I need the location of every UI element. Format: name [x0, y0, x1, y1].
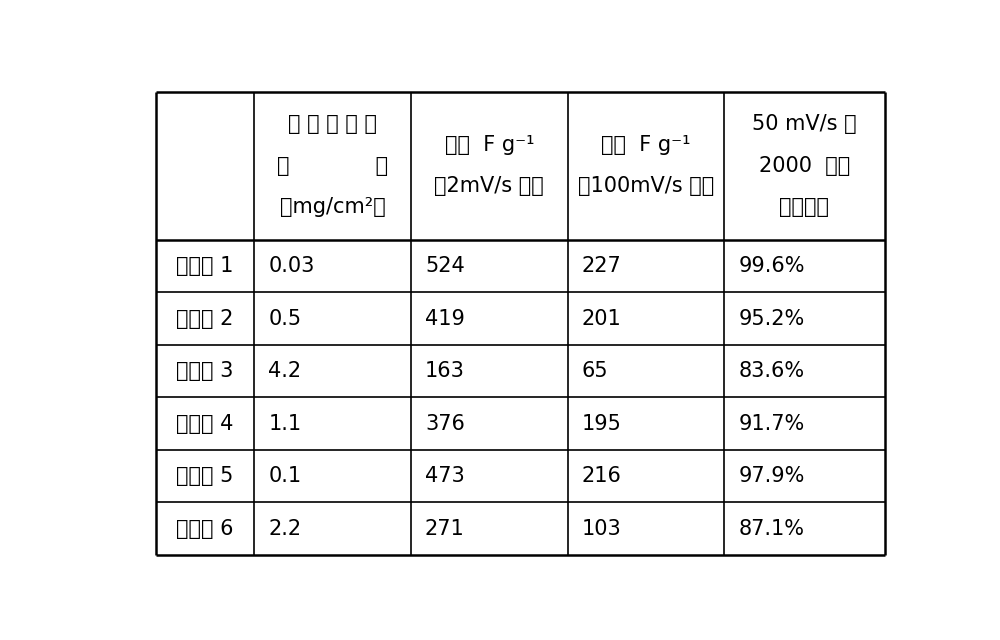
- Text: 载             量: 载 量: [277, 156, 388, 176]
- Text: 50 mV/s 下: 50 mV/s 下: [752, 114, 857, 134]
- Text: 实施例 2: 实施例 2: [176, 308, 234, 328]
- Text: 65: 65: [582, 361, 608, 381]
- Text: 419: 419: [425, 308, 465, 328]
- Text: 201: 201: [582, 308, 621, 328]
- Text: 0.5: 0.5: [268, 308, 301, 328]
- Text: 2.2: 2.2: [268, 518, 301, 539]
- Text: 97.9%: 97.9%: [738, 466, 805, 486]
- Text: （mg/cm²）: （mg/cm²）: [280, 197, 386, 217]
- Text: 91.7%: 91.7%: [738, 413, 804, 433]
- Text: 95.2%: 95.2%: [738, 308, 804, 328]
- Text: 376: 376: [425, 413, 465, 433]
- Text: 0.1: 0.1: [268, 466, 301, 486]
- Text: 195: 195: [582, 413, 621, 433]
- Text: 99.6%: 99.6%: [738, 256, 805, 276]
- Text: 实施例 4: 实施例 4: [176, 413, 234, 433]
- Text: 163: 163: [425, 361, 465, 381]
- Text: 实施例 1: 实施例 1: [176, 256, 234, 276]
- Text: 量保持率: 量保持率: [779, 197, 829, 217]
- Text: 实施例 6: 实施例 6: [176, 518, 234, 539]
- Text: 473: 473: [425, 466, 465, 486]
- Text: （2mV/s 下）: （2mV/s 下）: [434, 177, 544, 196]
- Text: 271: 271: [425, 518, 465, 539]
- Text: 87.1%: 87.1%: [738, 518, 804, 539]
- Text: 实施例 3: 实施例 3: [176, 361, 234, 381]
- Text: 容量  F g⁻¹: 容量 F g⁻¹: [601, 135, 691, 155]
- Text: 2000  圈容: 2000 圈容: [759, 156, 850, 176]
- Text: 二 氧 化 锰 负: 二 氧 化 锰 负: [288, 114, 377, 134]
- Text: 1.1: 1.1: [268, 413, 301, 433]
- Text: 227: 227: [582, 256, 621, 276]
- Text: 524: 524: [425, 256, 465, 276]
- Text: 83.6%: 83.6%: [738, 361, 804, 381]
- Text: （100mV/s 下）: （100mV/s 下）: [578, 177, 714, 196]
- Text: 216: 216: [582, 466, 621, 486]
- Text: 0.03: 0.03: [268, 256, 315, 276]
- Text: 103: 103: [582, 518, 621, 539]
- Text: 实施例 5: 实施例 5: [176, 466, 234, 486]
- Text: 容量  F g⁻¹: 容量 F g⁻¹: [445, 135, 534, 155]
- Text: 4.2: 4.2: [268, 361, 301, 381]
